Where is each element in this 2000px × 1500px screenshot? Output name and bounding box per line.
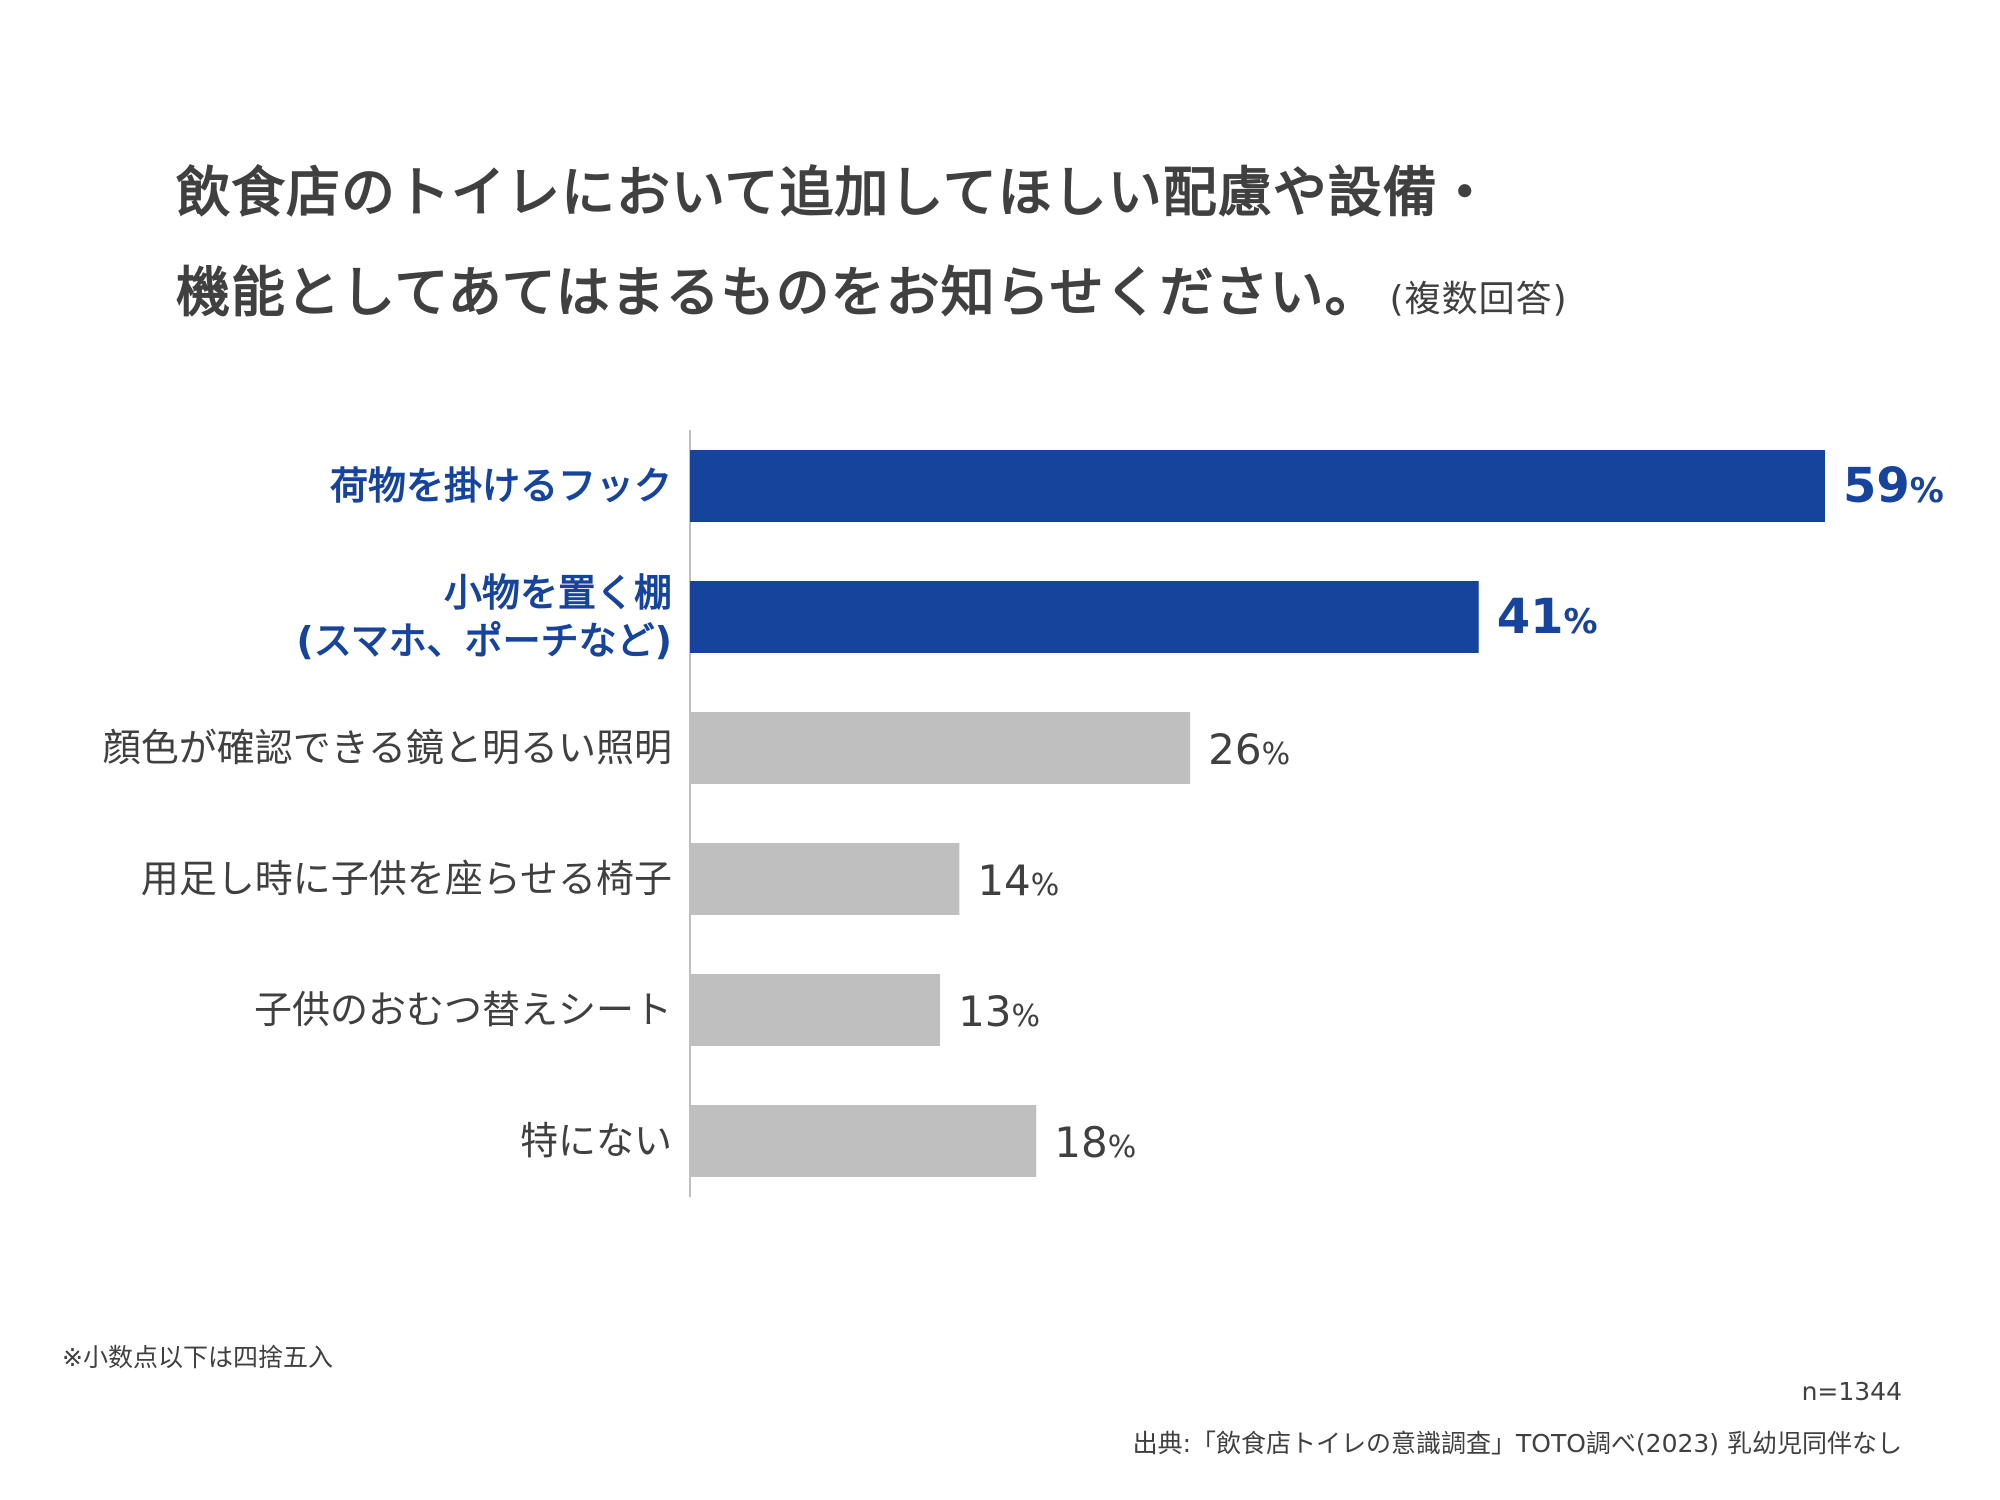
value-label: 18% [1054,1118,1136,1167]
source-citation: 出典:「飲食店トイレの意識調査」TOTO調べ(2023) 乳幼児同伴なし [1132,1429,1902,1458]
category-label: 顔色が確認できる鏡と明るい照明 [103,726,672,770]
bar [690,1105,1037,1177]
value-label: 41% [1497,589,1598,645]
value-label: 14% [977,856,1059,905]
category-label: 特にない [520,1119,672,1163]
chart-title-line-2-text: 機能としてあてはまるものをお知らせください。 [176,261,1380,324]
bar [690,450,1825,522]
bar [690,581,1479,653]
bar [690,974,941,1046]
value-label: 59% [1843,458,1944,514]
bar [690,843,960,915]
rounding-footnote: ※小数点以下は四捨五入 [62,1343,333,1372]
category-label: 荷物を掛けるフック [330,464,672,508]
sample-size-label: n=1344 [1801,1377,1902,1406]
category-label: 子供のおむつ替えシート [254,988,672,1032]
category-label: 小物を置く棚(スマホ、ポーチなど) [296,571,672,663]
value-label: 13% [958,987,1040,1036]
category-label: 用足し時に子供を座らせる椅子 [141,857,672,901]
chart-title-line-1: 飲食店のトイレにおいて追加してほしい配慮や設備・ [176,161,1493,224]
value-label: 26% [1208,725,1290,774]
multiple-answer-note: (複数回答) [1389,279,1568,320]
chart-title-line-2: 機能としてあてはまるものをお知らせください。 (複数回答) [176,248,1568,327]
bar [690,712,1191,784]
